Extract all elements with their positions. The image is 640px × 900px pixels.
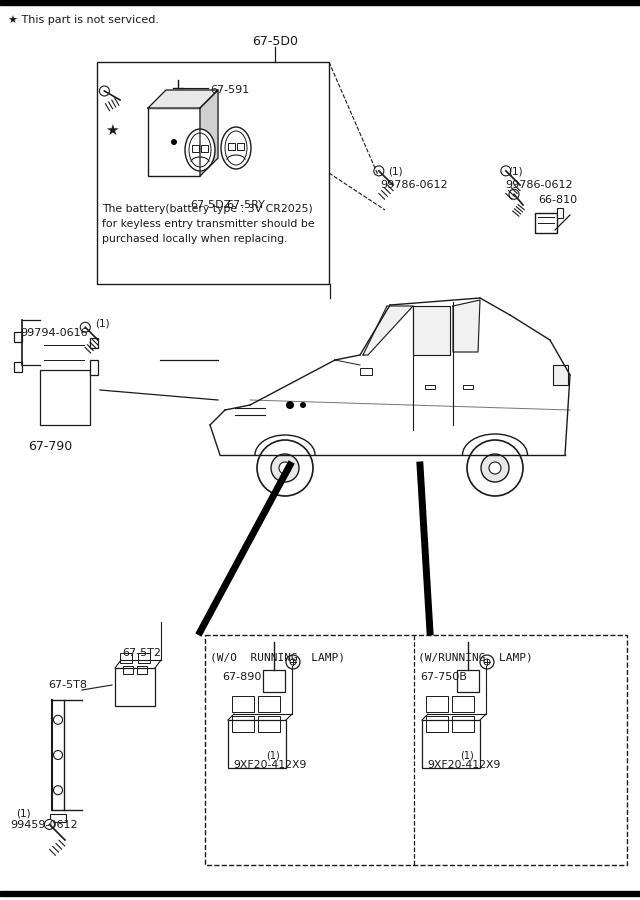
Bar [148,108,200,176]
Bar [422,720,480,768]
Text: (1): (1) [388,167,403,177]
Bar [205,635,627,865]
Text: 67-890: 67-890 [222,672,261,682]
Bar [123,666,133,674]
Bar [138,653,150,663]
Text: (W/O  RUNNING  LAMP): (W/O RUNNING LAMP) [210,652,345,662]
Circle shape [99,86,109,96]
Circle shape [300,402,306,408]
Bar [426,716,448,732]
Bar [452,696,474,712]
Bar [14,332,22,342]
Text: (1): (1) [460,750,474,760]
Circle shape [271,454,299,482]
Bar [40,370,90,425]
Text: 67-750B: 67-750B [420,672,467,682]
Circle shape [501,166,511,176]
Polygon shape [200,90,218,176]
Text: 67-5D0: 67-5D0 [252,35,298,48]
Bar [90,338,98,348]
Ellipse shape [185,129,215,171]
Circle shape [257,440,313,496]
Bar [535,213,557,233]
Bar [137,666,147,674]
Bar [14,362,22,372]
Bar [228,720,286,768]
Bar [237,143,244,150]
Circle shape [484,659,490,665]
Text: 67-591: 67-591 [210,85,249,95]
Text: (W/RUNNING  LAMP): (W/RUNNING LAMP) [418,652,532,662]
Ellipse shape [221,127,251,169]
Circle shape [467,440,523,496]
Circle shape [80,322,90,332]
Polygon shape [453,300,480,352]
Bar [463,385,473,389]
Text: 67-5RY: 67-5RY [226,200,265,210]
Text: ★: ★ [105,122,119,138]
Bar [232,716,254,732]
Circle shape [44,819,54,830]
Circle shape [171,139,177,145]
Bar [228,143,235,150]
Bar [457,670,479,692]
Bar [0,0,640,5]
Bar [360,368,372,375]
Bar [258,716,280,732]
Bar [452,716,474,732]
Bar [50,814,66,822]
Circle shape [279,462,291,474]
Circle shape [489,462,501,474]
Text: The battery(battery type : 3V CR2025)
for keyless entry transmitter should be
pu: The battery(battery type : 3V CR2025) fo… [102,204,315,244]
Polygon shape [148,90,218,108]
Text: (1): (1) [508,167,523,177]
Text: (1): (1) [95,318,109,328]
Bar [115,668,155,706]
Text: 99786-0612: 99786-0612 [380,180,447,190]
Text: (1): (1) [266,750,280,760]
Bar [120,653,132,663]
Text: 66-810: 66-810 [538,195,577,205]
Text: 9XF20-412X9: 9XF20-412X9 [233,760,307,770]
Bar [192,145,199,152]
Text: 99786-0612: 99786-0612 [505,180,573,190]
Bar [90,360,98,375]
Text: (1): (1) [16,808,31,818]
Bar [425,385,435,389]
Text: 99794-0616: 99794-0616 [20,328,88,338]
Text: 67-5T8: 67-5T8 [48,680,87,690]
Circle shape [286,655,300,669]
Bar [553,365,568,385]
Circle shape [480,655,494,669]
Bar [426,696,448,712]
Bar [201,145,208,152]
Bar [232,696,254,712]
Bar [173,94,183,100]
Text: ★ This part is not serviced.: ★ This part is not serviced. [8,15,159,25]
Polygon shape [363,306,413,355]
Bar [97,62,329,284]
Circle shape [290,659,296,665]
Text: 67-5T2: 67-5T2 [122,648,161,658]
Text: 67-790: 67-790 [28,440,72,453]
Bar [263,670,285,692]
Circle shape [481,454,509,482]
Polygon shape [413,306,450,355]
Text: 99459-0612: 99459-0612 [10,820,77,830]
Circle shape [374,166,384,176]
Bar [0,891,640,896]
Bar [258,696,280,712]
Text: 67-5DZ: 67-5DZ [190,200,231,210]
Circle shape [509,189,519,199]
Bar [557,208,563,218]
Text: 9XF20-412X9: 9XF20-412X9 [427,760,500,770]
Circle shape [286,401,294,409]
